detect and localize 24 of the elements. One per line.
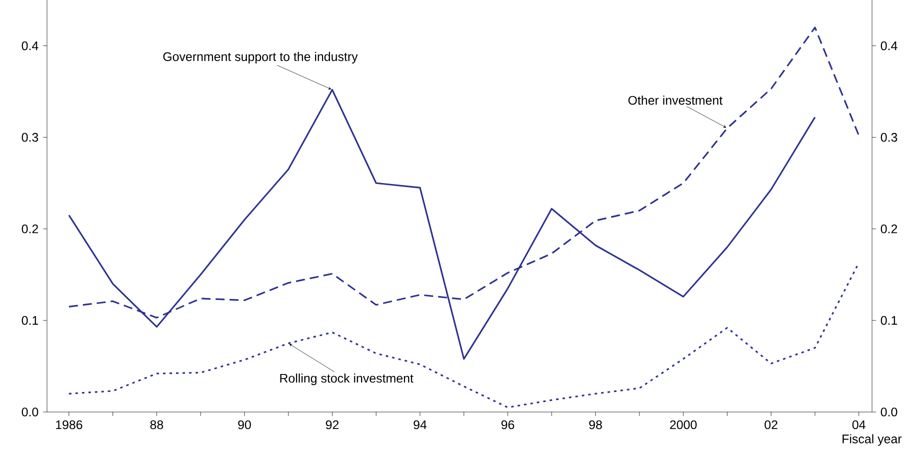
x-tick-label: 1986 [56,420,82,430]
x-tick-label: 02 [764,420,778,430]
y-tick-label: 0.1 [22,316,38,325]
x-tick-label: 98 [589,420,602,430]
y2-tick-label: 0.2 [880,224,898,234]
x-tick-label: 88 [150,420,164,430]
y2-tick-label: 0.3 [880,132,898,142]
x-tick-label: 92 [326,420,339,430]
y2-tick-label: 0.0 [880,408,898,416]
y-tick-label: 0.3 [22,132,38,142]
y-tick-label: 0.0 [22,408,38,416]
x-tick-label: 90 [238,420,251,430]
annotation: Other investment [628,96,722,105]
x-tick-label: 2000 [670,420,697,430]
y2-tick-label: 0.1 [880,316,898,325]
x-tick-label: 04 [852,420,866,430]
annotation: Government support to the industry [163,52,358,64]
x-tick-label: 94 [414,420,427,430]
x-tick-label: 96 [501,420,514,430]
y2-tick-label: 0.4 [880,41,898,50]
y-tick-label: 0.4 [22,41,38,50]
annotation: Rolling stock investment [280,374,414,386]
x-axis-title: Fiscal year [842,434,902,446]
y-tick-label: 0.2 [22,224,38,234]
